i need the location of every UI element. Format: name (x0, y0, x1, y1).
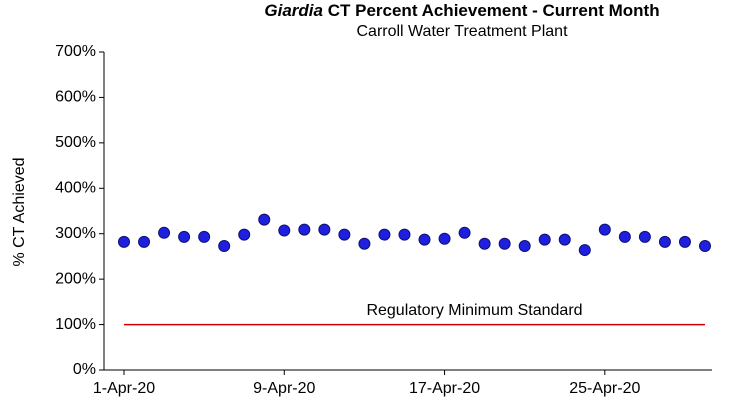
point (578, 244, 591, 257)
chart-title: Giardia CT Percent Achievement - Current… (264, 1, 659, 20)
point (699, 239, 711, 252)
point (298, 223, 311, 236)
y-tick-label: 400% (55, 180, 96, 197)
point (198, 230, 211, 243)
chart-title-rest: CT Percent Achievement - Current Month (328, 1, 660, 20)
point (318, 223, 331, 236)
point (478, 237, 491, 250)
y-tick-label: 200% (55, 270, 96, 287)
y-tick-label: 600% (55, 89, 96, 106)
point (398, 228, 411, 241)
point (118, 235, 130, 248)
chart-subtitle: Carroll Water Treatment Plant (356, 23, 568, 40)
point (378, 228, 391, 241)
point (178, 230, 191, 243)
point (358, 237, 371, 250)
y-tick-label: 300% (55, 225, 96, 242)
y-tick-label: 700% (55, 43, 96, 60)
point (678, 235, 691, 248)
point (278, 224, 291, 237)
point (498, 237, 511, 250)
point (518, 239, 531, 252)
point (338, 228, 351, 241)
chart-title-italic: Giardia (264, 1, 323, 20)
y-tick-label: 0% (73, 361, 96, 378)
y-tick-label: 100% (55, 316, 96, 333)
point (598, 223, 611, 236)
point (438, 232, 451, 245)
x-tick-label: 9-Apr-20 (253, 380, 315, 397)
point (538, 233, 551, 246)
reference-label: Regulatory Minimum Standard (366, 302, 582, 319)
point (158, 226, 171, 239)
x-tick-label: 1-Apr-20 (93, 380, 155, 397)
point (618, 230, 631, 243)
point (238, 228, 251, 241)
point (458, 226, 471, 239)
point (218, 239, 231, 252)
point (418, 233, 431, 246)
point (138, 235, 151, 248)
x-tick-label: 17-Apr-20 (409, 380, 480, 397)
point (658, 235, 671, 248)
point (258, 213, 271, 226)
point (638, 230, 651, 243)
y-axis-label: % CT Achieved (11, 157, 28, 266)
point (558, 233, 571, 246)
x-tick-label: 25-Apr-20 (569, 380, 640, 397)
y-tick-label: 500% (55, 134, 96, 151)
